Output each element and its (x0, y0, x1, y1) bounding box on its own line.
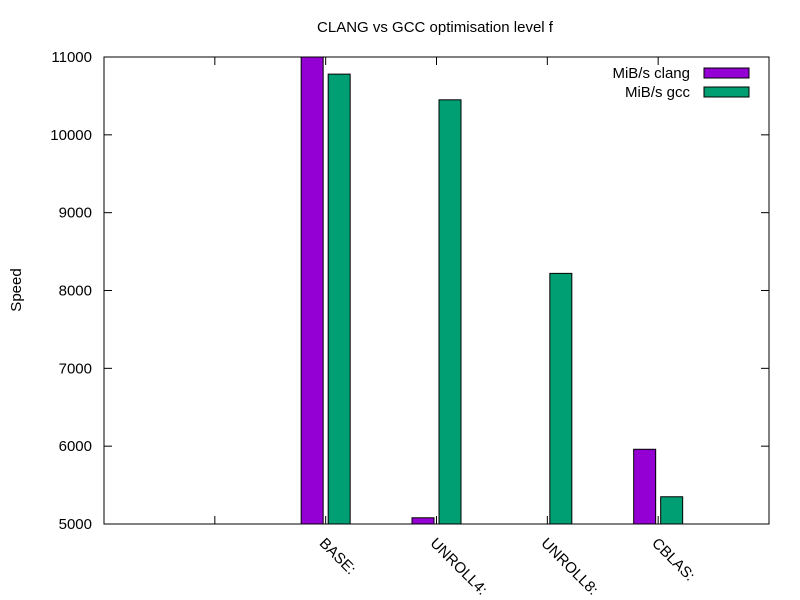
bar-mib-s-clang (633, 448, 657, 525)
y-tick-label: 6000 (59, 438, 92, 455)
legend-swatch (703, 86, 750, 98)
plot-frame (103, 56, 770, 525)
legend-label: MiB/s clang (612, 65, 690, 82)
x-tick-label: UNROLL4: (427, 535, 491, 599)
legend-label: MiB/s gcc (625, 84, 691, 101)
bars (300, 56, 684, 525)
x-tick-label: UNROLL8: (538, 535, 602, 599)
bar-mib-s-gcc (660, 496, 684, 525)
y-tick-label: 7000 (59, 360, 92, 377)
y-tick-label: 11000 (51, 49, 92, 66)
bar-mib-s-gcc (549, 272, 573, 525)
bar-mib-s-clang (411, 517, 435, 525)
legend: MiB/s clang MiB/s gcc (612, 65, 750, 101)
y-tick-label: 5000 (59, 516, 92, 533)
y-tick-label: 8000 (59, 283, 92, 300)
bar-mib-s-clang (300, 56, 324, 525)
y-axis-label: Speed (8, 268, 25, 311)
x-tick-label: CBLAS: (648, 535, 698, 585)
x-tick-label: BASE: (316, 535, 359, 578)
bar-mib-s-gcc (327, 73, 351, 525)
chart-title: CLANG vs GCC optimisation level f (317, 19, 554, 36)
legend-swatch (703, 67, 750, 79)
y-tick-label: 10000 (50, 127, 92, 144)
bar-mib-s-gcc (438, 99, 462, 525)
y-axis: 5000 6000 7000 8000 9000 10000 11000 (50, 49, 769, 533)
y-tick-label: 9000 (59, 205, 92, 222)
